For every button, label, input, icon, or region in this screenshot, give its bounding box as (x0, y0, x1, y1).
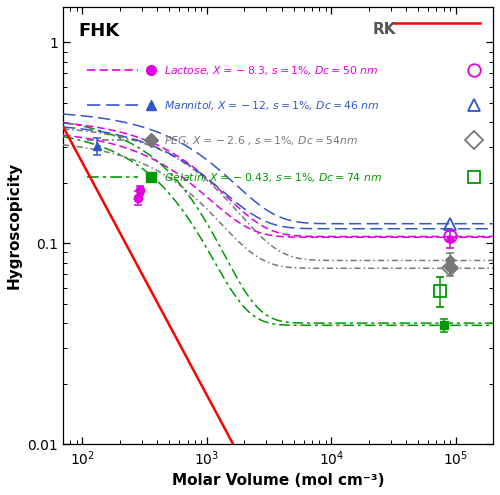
Text: Mannitol, $X = -12$, $s = 1\%$, $Dc = 46$ nm: Mannitol, $X = -12$, $s = 1\%$, $Dc = 46… (164, 99, 380, 112)
Text: PEG, $X = -2.6$ , $s = 1\%$, $Dc = 54$nm: PEG, $X = -2.6$ , $s = 1\%$, $Dc = 54$nm (164, 134, 358, 147)
Text: Lactose, $X = -8.3$, $s = 1\%$, $Dc = 50$ nm: Lactose, $X = -8.3$, $s = 1\%$, $Dc = 50… (164, 64, 378, 77)
Text: Gelatin, $X = -0.43$, $s = 1\%$, $Dc = 74$ nm: Gelatin, $X = -0.43$, $s = 1\%$, $Dc = 7… (164, 171, 382, 184)
Text: RK: RK (372, 22, 396, 37)
Y-axis label: Hygroscopicity: Hygroscopicity (7, 162, 22, 289)
X-axis label: Molar Volume (mol cm⁻³): Molar Volume (mol cm⁻³) (172, 473, 384, 488)
Text: FHK: FHK (78, 22, 120, 40)
